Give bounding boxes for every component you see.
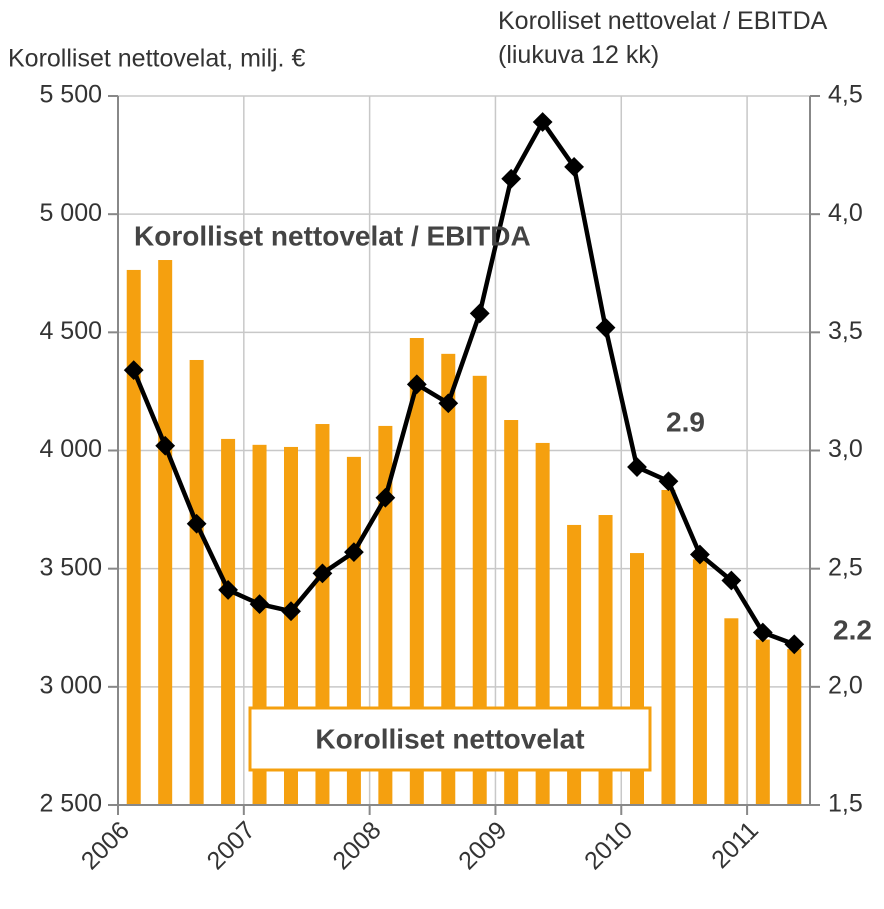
y2-tick-label: 3,0 xyxy=(828,435,863,463)
y-tick-label: 3 500 xyxy=(39,553,102,581)
annotation: Korolliset nettovelat xyxy=(315,723,584,754)
y2-tick-label: 3,5 xyxy=(828,317,863,345)
marker xyxy=(658,471,679,492)
y2-tick-label: 2,0 xyxy=(828,671,863,699)
y-tick-label: 5 500 xyxy=(39,81,102,109)
marker xyxy=(155,435,176,456)
bar xyxy=(661,489,676,805)
x-tick-label: 2009 xyxy=(453,816,512,875)
marker xyxy=(438,393,459,414)
y2-axis-label-text: Korolliset nettovelat / EBITDA (liukuva 1… xyxy=(498,7,828,69)
annotation: 2.9 xyxy=(666,406,705,437)
bar xyxy=(126,269,141,805)
y-tick-label: 4 500 xyxy=(39,317,102,345)
x-tick-label: 2007 xyxy=(202,816,261,875)
marker xyxy=(501,168,522,189)
y-tick-label: 4 000 xyxy=(39,435,102,463)
annotation: 2.2 xyxy=(833,614,872,645)
x-tick-label: 2008 xyxy=(327,816,386,875)
marker xyxy=(344,542,364,563)
line xyxy=(131,119,796,647)
marker xyxy=(469,303,490,324)
marker xyxy=(312,563,333,584)
marker xyxy=(690,544,710,565)
bar xyxy=(724,618,739,805)
y2-tick-label: 4,5 xyxy=(828,81,863,109)
annotation-box xyxy=(248,706,652,772)
marker xyxy=(721,570,742,591)
x-tick-label: 2011 xyxy=(706,816,764,874)
bar xyxy=(221,438,236,805)
bar xyxy=(189,359,204,805)
marker xyxy=(627,457,647,477)
x-tick-label: 2010 xyxy=(579,816,638,875)
bar xyxy=(409,338,424,805)
bar xyxy=(692,559,707,805)
bar xyxy=(441,353,456,805)
marker xyxy=(406,374,427,395)
bar xyxy=(472,375,487,805)
annotation: Korolliset nettovelat / EBITDA xyxy=(134,220,531,251)
bar xyxy=(787,649,802,805)
y-tick-label: 2 500 xyxy=(39,790,102,818)
marker xyxy=(281,601,301,622)
marker xyxy=(784,634,805,655)
y-axis-label: Korolliset nettovelat, milj. € xyxy=(8,45,305,73)
marker xyxy=(595,317,616,338)
marker xyxy=(249,594,270,615)
y2-tick-label: 2,5 xyxy=(828,553,863,581)
bar xyxy=(158,260,173,805)
y-tick-label: 5 000 xyxy=(39,199,102,227)
y2-tick-label: 4,0 xyxy=(828,199,863,227)
marker xyxy=(752,622,773,643)
bar xyxy=(755,639,770,805)
x-tick-label: 2006 xyxy=(76,816,135,875)
y2-axis-label: Korolliset nettovelat / EBITDA (liukuva 1… xyxy=(498,7,828,69)
y2-tick-label: 1,5 xyxy=(828,790,863,818)
marker xyxy=(375,487,396,508)
y-tick-label: 3 000 xyxy=(39,671,102,699)
